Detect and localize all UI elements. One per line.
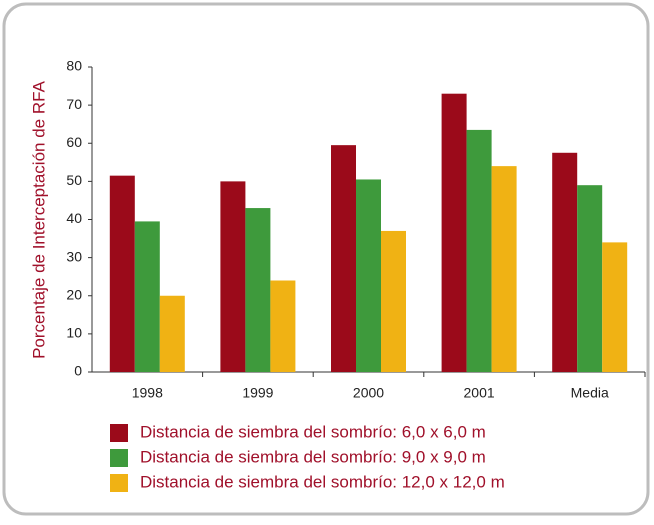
- x-tick-label: 2001: [464, 385, 495, 401]
- y-tick-label: 10: [66, 325, 82, 341]
- x-tick-label: 2000: [353, 385, 384, 401]
- x-tick-label: 1999: [242, 385, 273, 401]
- bar: [134, 221, 160, 372]
- x-tick-label: 1998: [132, 385, 163, 401]
- y-tick-label: 30: [66, 248, 82, 264]
- y-axis-label: Porcentaje de Interceptación de RFA: [29, 80, 48, 358]
- bar: [466, 129, 492, 372]
- y-tick-label: 50: [66, 172, 82, 188]
- y-tick-label: 0: [74, 363, 82, 379]
- legend-swatch: [110, 474, 128, 492]
- bar: [245, 208, 271, 372]
- y-tick-label: 40: [66, 210, 82, 226]
- bar: [220, 181, 246, 372]
- bar: [381, 230, 406, 372]
- bar: [270, 280, 296, 372]
- legend-label: Distancia de siembra del sombrío: 12,0 x…: [140, 472, 505, 491]
- bar: [577, 185, 603, 372]
- bar: [331, 145, 356, 372]
- y-tick-label: 60: [66, 134, 82, 150]
- bar: [159, 295, 185, 372]
- legend-swatch: [110, 449, 128, 467]
- bar: [491, 166, 517, 372]
- bar: [602, 242, 628, 372]
- bar: [552, 152, 578, 372]
- bar: [356, 179, 381, 372]
- legend-label: Distancia de siembra del sombrío: 9,0 x …: [140, 447, 486, 466]
- legend-swatch: [110, 424, 128, 442]
- bar: [109, 175, 135, 372]
- y-tick-label: 70: [66, 96, 82, 112]
- bar: [441, 93, 467, 372]
- y-tick-label: 80: [66, 58, 82, 74]
- legend-label: Distancia de siembra del sombrío: 6,0 x …: [140, 422, 486, 441]
- x-tick-label: Media: [571, 385, 609, 401]
- y-tick-label: 20: [66, 286, 82, 302]
